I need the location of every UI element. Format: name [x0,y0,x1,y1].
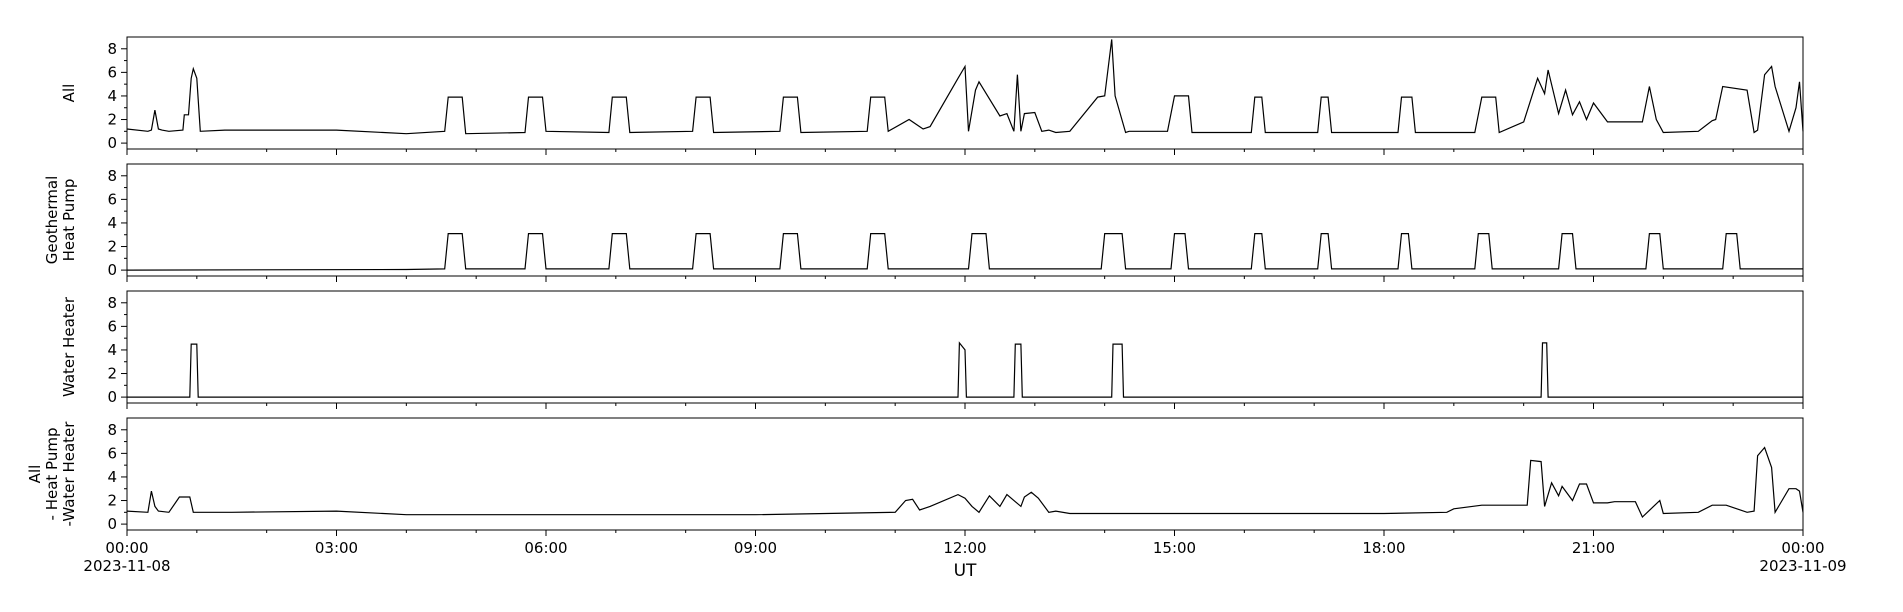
y-tick-label: 2 [107,111,117,129]
y-tick-label: 4 [107,87,117,105]
y-tick-label: 0 [107,261,117,279]
series-line-residual [126,446,1804,519]
y-tick-label: 4 [107,214,117,232]
y-axis-label: Geothermal [43,176,61,265]
series-line-heat-pump [126,233,1803,271]
y-axis-label: -Water Heater [60,421,78,527]
y-tick-label: 4 [107,341,117,359]
y-axis-label: Heat Pump [60,179,78,262]
y-tick-label: 0 [107,388,117,406]
panel-all: 0 2 4 6 8 All [60,36,1804,155]
panel-residual: 0 2 4 6 8 All - Heat Pump -Water Heater [26,417,1804,536]
panel-water-heater: 0 2 4 6 8 Water Heater [60,290,1804,409]
y-tick-label: 8 [107,40,117,58]
y-tick-label: 4 [107,468,117,486]
y-tick-label: 2 [107,365,117,383]
x-tick-label: 15:00 [1153,539,1196,557]
y-axis-label: Water Heater [60,296,78,397]
x-tick-label: 09:00 [734,539,777,557]
y-tick-label: 8 [107,421,117,439]
x-tick-label: 12:00 [943,539,986,557]
series-line-water-heater [127,341,1803,398]
y-tick-label: 2 [107,238,117,256]
y-tick-label: 8 [107,167,117,185]
y-tick-label: 6 [107,444,117,462]
y-tick-label: 6 [107,190,117,208]
x-tick-date-label: 2023-11-09 [1759,557,1846,575]
x-tick-label: 00:00 [105,539,148,557]
y-tick-label: 6 [107,317,117,335]
y-tick-label: 2 [107,492,117,510]
series-line-all [126,39,1804,135]
panel-heat-pump: 0 2 4 6 8 Geothermal Heat Pump [43,163,1804,282]
y-axis-label: All [60,84,78,103]
x-tick-label: 06:00 [524,539,567,557]
y-tick-label: 6 [107,63,117,81]
y-axis-label: All [26,465,44,484]
y-tick-label: 0 [107,515,117,533]
x-tick-label: 18:00 [1362,539,1405,557]
x-tick-label: 03:00 [315,539,358,557]
panel-frame [126,290,1804,404]
x-tick-label: 21:00 [1572,539,1615,557]
y-axis-label: - Heat Pump [43,428,61,521]
x-tick-label: 00:00 [1781,539,1824,557]
panel-frame [126,163,1804,277]
x-tick-date-label: 2023-11-08 [83,557,170,575]
y-tick-label: 8 [107,294,117,312]
x-axis-title: UT [954,561,977,581]
y-tick-label: 0 [107,134,117,152]
